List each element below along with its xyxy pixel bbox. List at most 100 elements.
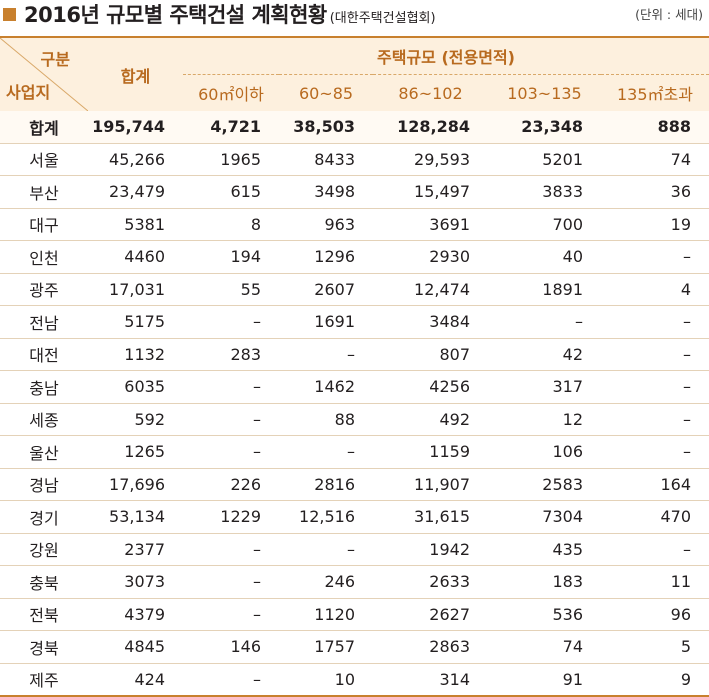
region-cell: 울산: [0, 435, 88, 469]
size-value-cell: –: [601, 403, 709, 436]
size-value-cell: 91: [488, 663, 601, 697]
size-value-cell: –: [183, 565, 279, 599]
size-value-cell: 283: [183, 338, 279, 371]
total-cell: 424: [88, 663, 183, 697]
size-value-cell: 1229: [183, 500, 279, 534]
region-cell: 인천: [0, 240, 88, 274]
size-value-cell: 5201: [488, 143, 601, 176]
size-value-cell: 40: [488, 240, 601, 274]
title-source: (대한주택건설협회): [329, 11, 436, 26]
size-value-cell: 38,503: [279, 111, 373, 144]
table-row: 인천 4460 194 1296 2930 40–: [0, 240, 709, 274]
total-cell: 2377: [88, 533, 183, 566]
corner-top-label: 구분: [40, 50, 70, 69]
size-value-cell: 1757: [279, 630, 373, 664]
size-value-cell: 8: [183, 208, 279, 241]
size-value-cell: 4: [601, 273, 709, 306]
table-title: 2016년 규모별 주택건설 계획현황 (대한주택건설협회): [24, 0, 436, 30]
size-column-header: 135㎡초과: [601, 74, 709, 111]
size-value-cell: 9: [601, 663, 709, 697]
size-value-cell: 3691: [373, 208, 488, 241]
unit-note: (단위 : 세대): [635, 7, 703, 22]
size-value-cell: –: [601, 240, 709, 274]
size-value-cell: 615: [183, 175, 279, 209]
size-value-cell: –: [601, 435, 709, 469]
region-cell: 서울: [0, 143, 88, 176]
total-row: 합계 195,744 4,721 38,503 128,284 23,348 888: [0, 111, 709, 144]
size-value-cell: 194: [183, 240, 279, 274]
size-value-cell: 36: [601, 175, 709, 209]
table-row: 부산 23,479 615 3498 15,497 3833 36: [0, 175, 709, 209]
table-row: 대전 1132 283–807 42–: [0, 338, 709, 371]
size-value-cell: 31,615: [373, 500, 488, 534]
region-cell: 충남: [0, 370, 88, 404]
size-value-cell: 3484: [373, 305, 488, 339]
corner-header-cell: 구분 사업지: [0, 36, 88, 111]
size-value-cell: 2863: [373, 630, 488, 664]
region-cell: 전북: [0, 598, 88, 631]
size-value-cell: 1965: [183, 143, 279, 176]
size-value-cell: 23,348: [488, 111, 601, 144]
size-value-cell: 4,721: [183, 111, 279, 144]
table-row: 전남 5175–1691 3484– –: [0, 305, 709, 339]
total-cell: 195,744: [88, 111, 183, 144]
size-value-cell: 74: [488, 630, 601, 664]
size-value-cell: 2930: [373, 240, 488, 274]
size-value-cell: 1120: [279, 598, 373, 631]
region-cell: 경북: [0, 630, 88, 664]
table-row: 전북 4379–1120 2627 536 96: [0, 598, 709, 631]
total-cell: 1265: [88, 435, 183, 469]
size-value-cell: 128,284: [373, 111, 488, 144]
size-value-cell: 74: [601, 143, 709, 176]
size-value-cell: –: [183, 403, 279, 436]
size-value-cell: –: [183, 533, 279, 566]
region-cell: 대구: [0, 208, 88, 241]
size-value-cell: 314: [373, 663, 488, 697]
size-value-cell: 435: [488, 533, 601, 566]
region-cell: 대전: [0, 338, 88, 371]
total-cell: 45,266: [88, 143, 183, 176]
total-column-header: 합계: [88, 36, 183, 111]
size-value-cell: 2627: [373, 598, 488, 631]
size-value-cell: 5: [601, 630, 709, 664]
size-column-header: 86~102: [373, 74, 488, 111]
title-text: 2016년 규모별 주택건설 계획현황: [24, 3, 327, 27]
size-value-cell: 1296: [279, 240, 373, 274]
size-value-cell: 146: [183, 630, 279, 664]
size-value-cell: 15,497: [373, 175, 488, 209]
size-value-cell: 11,907: [373, 468, 488, 501]
size-value-cell: 55: [183, 273, 279, 306]
region-cell: 부산: [0, 175, 88, 209]
size-value-cell: 4256: [373, 370, 488, 404]
size-value-cell: –: [183, 598, 279, 631]
total-cell: 23,479: [88, 175, 183, 209]
size-value-cell: –: [279, 533, 373, 566]
table-row: 경남 17,696 226 2816 11,907 2583 164: [0, 468, 709, 501]
corner-bottom-label: 사업지: [6, 83, 51, 102]
size-value-cell: 246: [279, 565, 373, 599]
region-cell: 경기: [0, 500, 88, 534]
size-value-cell: –: [601, 533, 709, 566]
table-row: 광주 17,031 55 2607 12,474 1891 4: [0, 273, 709, 306]
size-value-cell: 19: [601, 208, 709, 241]
region-cell: 세종: [0, 403, 88, 436]
size-value-cell: 2583: [488, 468, 601, 501]
table-row: 경기 53,134 1229 12,516 31,615 7304 470: [0, 500, 709, 534]
region-cell: 전남: [0, 305, 88, 339]
region-cell: 충북: [0, 565, 88, 599]
size-value-cell: 10: [279, 663, 373, 697]
size-value-cell: 12,474: [373, 273, 488, 306]
size-value-cell: –: [601, 305, 709, 339]
size-value-cell: 807: [373, 338, 488, 371]
size-value-cell: 96: [601, 598, 709, 631]
table-body: 합계 195,744 4,721 38,503 128,284 23,348 888 서울 45…: [0, 111, 709, 697]
size-value-cell: 1159: [373, 435, 488, 469]
size-value-cell: 164: [601, 468, 709, 501]
size-value-cell: 106: [488, 435, 601, 469]
size-value-cell: –: [279, 435, 373, 469]
total-cell: 17,031: [88, 273, 183, 306]
size-value-cell: 12,516: [279, 500, 373, 534]
region-cell: 합계: [0, 111, 88, 144]
table-row: 대구 5381 8 963 3691 700 19: [0, 208, 709, 241]
size-value-cell: 963: [279, 208, 373, 241]
